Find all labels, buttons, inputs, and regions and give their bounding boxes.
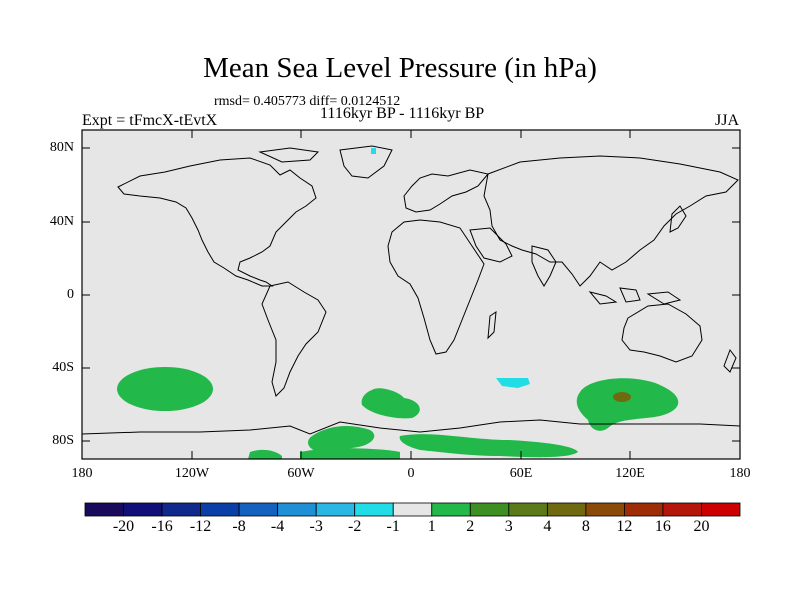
colorbar-swatch [624,502,664,517]
colorbar-label: 1 [427,518,436,535]
colorbar-label: -12 [189,518,212,535]
colorbar-swatch [469,502,510,517]
coast-madagascar [487,310,497,340]
lon-tick-label: 0 [407,466,415,481]
page-title: Mean Sea Level Pressure (in hPa) [203,52,597,84]
antarctic-band-far-west [248,449,282,459]
experiment-label: Expt = tFmcX-tEvtX [82,112,218,129]
colorbar-label: -20 [112,518,135,535]
coast-north-america [117,157,317,287]
colorbar-swatch [277,502,317,517]
colorbar-swatch [315,502,356,517]
coast-south-america [261,281,327,397]
coast-india [531,245,557,287]
greenland-low-region [371,148,376,154]
colorbar-label: 4 [543,518,552,535]
coast-antarctica [82,419,740,435]
coast-africa [387,219,485,355]
colorbar-label: 3 [504,518,513,535]
season-label: JJA [715,112,740,129]
colorbar-swatch [701,502,741,517]
colorbar-swatch [585,502,625,517]
lon-tick-label: 120W [174,466,210,481]
coast-greenland [339,145,393,179]
colorbar-swatch [508,502,548,517]
indian-ocean-high-region [576,378,679,431]
lat-tick-label: 40S [52,360,74,375]
colorbar-swatch [238,502,279,517]
south-atlantic-high-region [361,388,420,419]
anomaly-regions [117,148,679,459]
coast-asia [483,155,739,287]
southern-ocean-low-region [496,378,530,388]
lon-tick-label: 180 [71,466,93,481]
colorbar-label: -2 [348,518,362,535]
coast-australia [621,303,703,363]
colorbar-label: -16 [151,518,173,535]
period-label: 1116kyr BP - 1116kyr BP [320,105,485,122]
tick-marks [81,130,741,459]
colorbar-swatch [200,502,240,517]
colorbar-label: 16 [654,518,671,535]
colorbar-swatch [84,502,124,517]
colorbar-label: 2 [466,518,475,535]
colorbar-swatch [354,502,394,517]
antarctic-band-center [300,448,400,459]
colorbar [84,502,741,517]
coast-arctic-islands [258,147,320,163]
lat-tick-label: 0 [67,287,74,302]
colorbar-label: 12 [616,518,633,535]
lon-tick-label: 60W [287,466,315,481]
indian-ocean-core-region [613,392,631,402]
lon-tick-label: 120E [615,466,645,481]
lat-tick-label: 80S [52,433,74,448]
colorbar-label: -1 [386,518,400,535]
lon-tick-label: 180 [729,466,751,481]
colorbar-label: 8 [581,518,590,535]
lat-tick-label: 80N [49,140,74,155]
colorbar-swatch [431,502,471,517]
coastlines [82,145,740,435]
colorbar-label: 20 [693,518,710,535]
coast-japan [669,205,687,233]
coast-arabia [469,227,513,263]
coast-new-zealand [723,348,737,373]
colorbar-swatch [546,502,587,517]
lat-tick-label: 40N [49,214,74,229]
colorbar-swatch [161,502,201,517]
colorbar-swatch [392,502,433,517]
colorbar-label: -3 [309,518,323,535]
coast-europe [403,169,489,213]
colorbar-label: -8 [232,518,246,535]
coast-indonesia [588,287,682,305]
colorbar-label: -4 [270,518,285,535]
colorbar-swatch [662,502,702,517]
antarctic-band-west [308,426,375,454]
lon-tick-label: 60E [509,466,533,481]
colorbar-swatch [123,502,163,517]
south-pacific-high-region [117,367,213,411]
rmsd-stats: rmsd= 0.405773 diff= 0.0124512 [214,94,401,109]
antarctic-band-east [399,434,578,458]
